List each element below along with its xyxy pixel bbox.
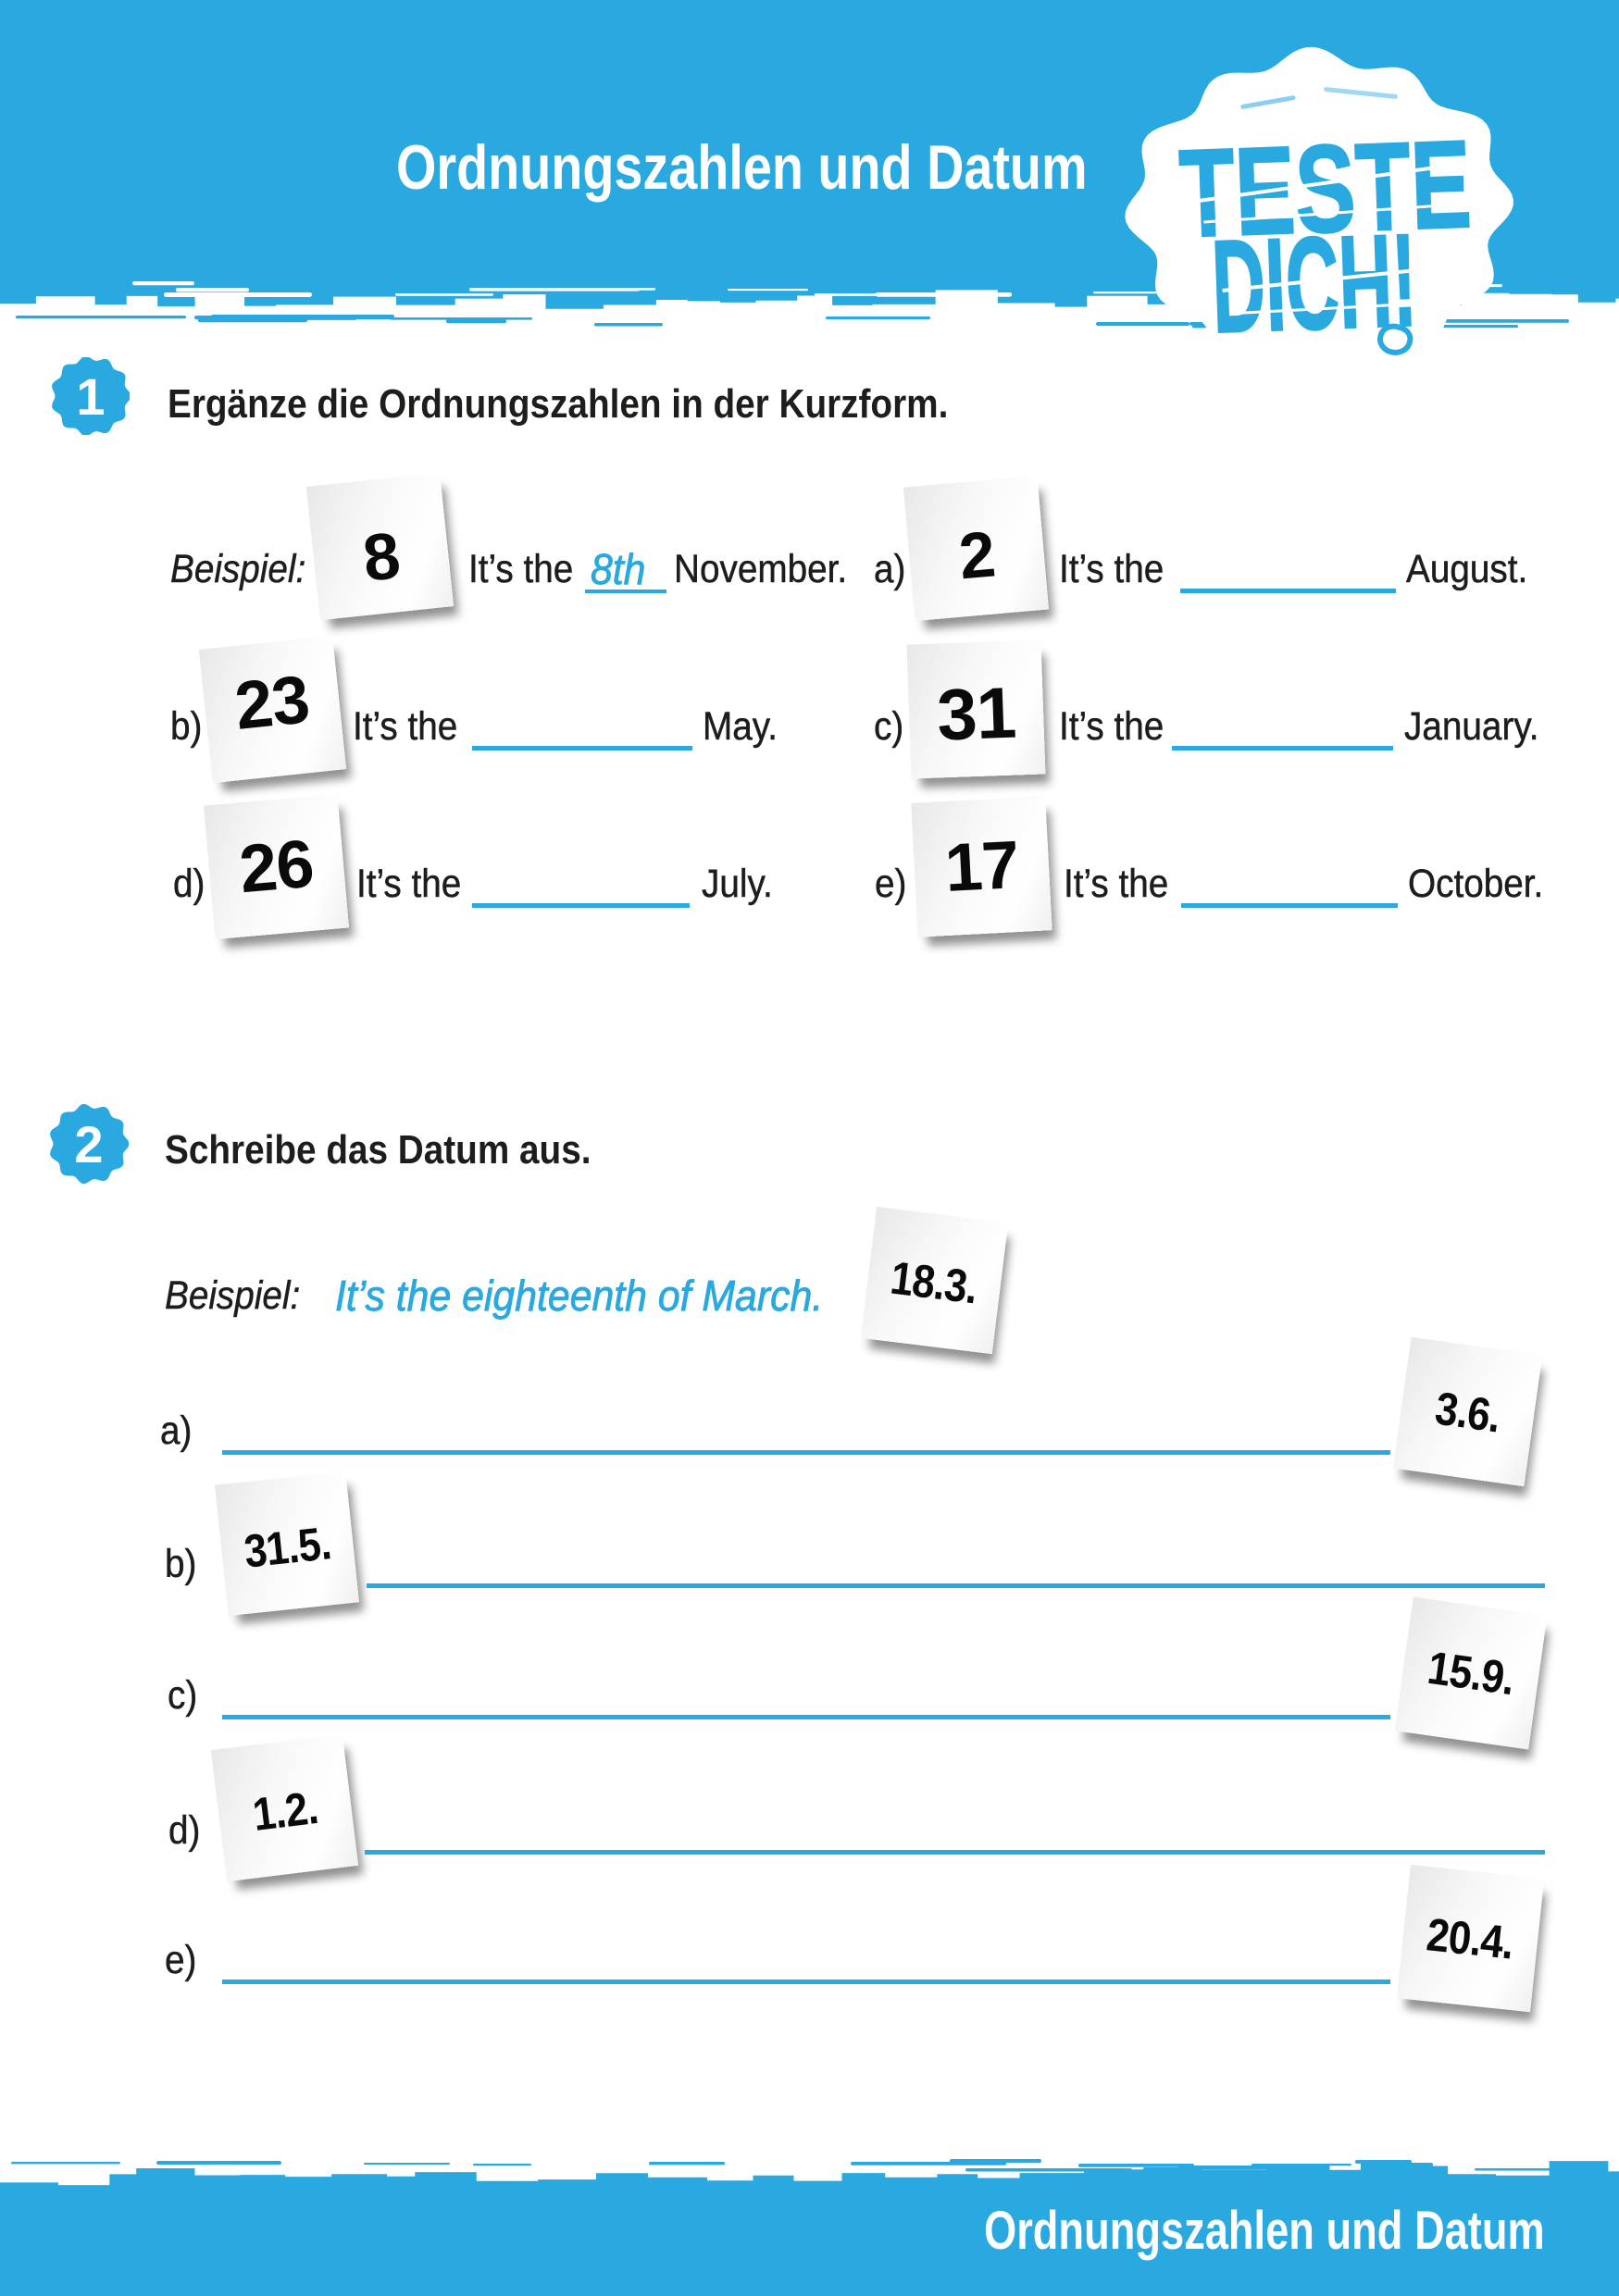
svg-text:2: 2: [74, 1115, 103, 1173]
svg-text:1: 1: [76, 367, 105, 426]
